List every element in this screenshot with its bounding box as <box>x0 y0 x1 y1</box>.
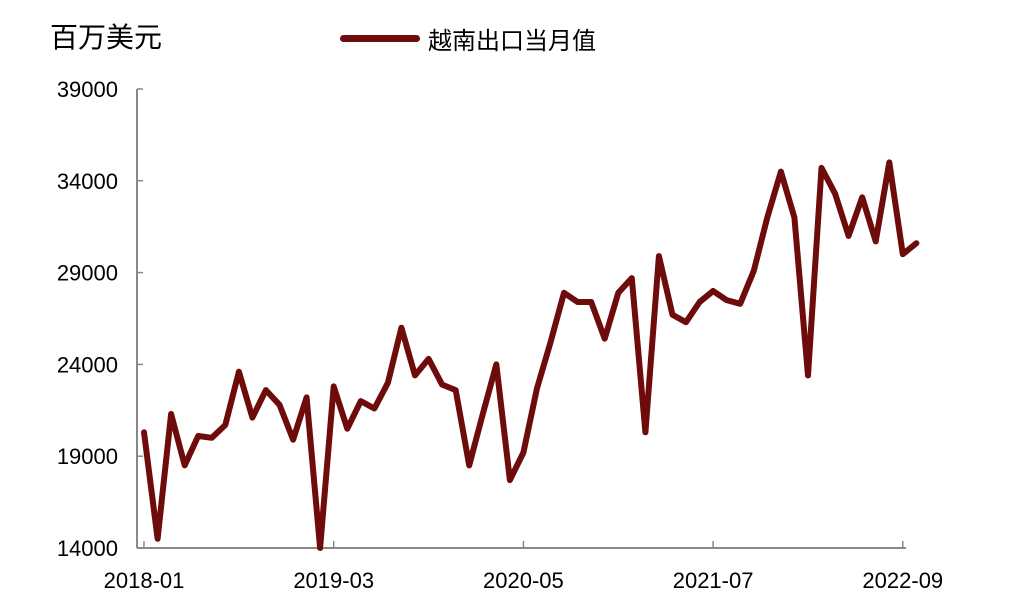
x-tick-label: 2022-09 <box>862 568 943 593</box>
y-tick-label: 29000 <box>57 261 118 286</box>
y-tick-label: 39000 <box>57 77 118 102</box>
series-line <box>141 159 920 551</box>
y-tick-label: 19000 <box>57 444 118 469</box>
y-tick-label: 34000 <box>57 169 118 194</box>
y-tick-label: 24000 <box>57 352 118 377</box>
legend: 越南出口当月值 <box>340 20 596 56</box>
legend-label: 越南出口当月值 <box>428 26 596 55</box>
x-tick-label: 2018-01 <box>104 568 185 593</box>
x-tick-label: 2020-05 <box>483 568 564 593</box>
x-tick-label: 2019-03 <box>293 568 374 593</box>
unit-label: 百万美元 <box>50 21 163 54</box>
x-tick-label: 2021-07 <box>673 568 754 593</box>
y-tick-label: 14000 <box>57 536 118 561</box>
legend-swatch <box>340 34 420 42</box>
